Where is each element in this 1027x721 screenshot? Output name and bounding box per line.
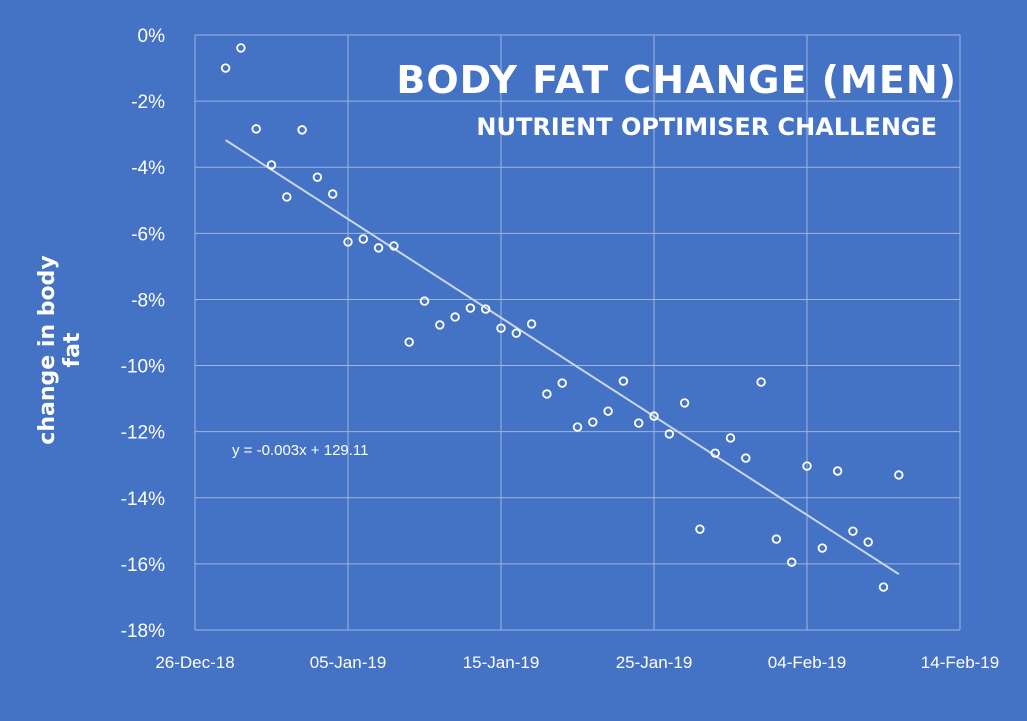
data-point — [557, 378, 567, 388]
x-tick-label: 05-Jan-19 — [310, 653, 387, 672]
data-point — [435, 320, 445, 330]
data-point — [649, 411, 659, 421]
data-point — [511, 328, 521, 338]
data-point — [618, 376, 629, 386]
data-point — [863, 537, 873, 547]
data-point — [710, 448, 720, 458]
data-point — [251, 124, 261, 134]
x-tick-label: 14-Feb-19 — [921, 653, 999, 672]
data-point — [404, 337, 414, 347]
data-point — [282, 192, 292, 202]
trendline-equation: y = -0.003x + 129.11 — [232, 442, 369, 459]
data-point — [343, 237, 353, 247]
x-tick-label: 04-Feb-19 — [768, 653, 846, 672]
data-point — [848, 526, 858, 536]
data-point — [787, 557, 797, 567]
data-point — [756, 377, 766, 387]
data-point — [419, 296, 430, 306]
data-point — [389, 241, 399, 251]
data-point — [695, 524, 705, 534]
x-tick-label: 25-Jan-19 — [616, 653, 693, 672]
data-point — [771, 534, 782, 544]
data-point — [634, 418, 644, 428]
y-tick-label: -4% — [131, 158, 165, 179]
y-axis-label: change in body fat — [35, 255, 85, 445]
data-point — [817, 543, 827, 553]
data-point — [481, 304, 491, 314]
data-point — [450, 312, 460, 322]
y-tick-label: -2% — [131, 92, 165, 113]
data-point — [236, 43, 246, 53]
data-point — [603, 406, 613, 416]
y-tick-label: -14% — [121, 489, 165, 510]
data-point — [832, 466, 843, 476]
data-point — [297, 125, 307, 135]
data-point — [894, 470, 904, 480]
data-point — [725, 433, 736, 443]
data-point — [220, 63, 231, 73]
data-point — [664, 429, 674, 439]
x-tick-label: 26-Dec-18 — [155, 653, 234, 672]
y-tick-label: -12% — [121, 423, 165, 444]
data-point — [358, 234, 368, 244]
data-point — [266, 160, 277, 170]
data-point — [373, 243, 384, 253]
data-point — [526, 319, 537, 329]
data-point — [588, 417, 598, 427]
data-point — [496, 323, 506, 333]
data-point — [741, 453, 751, 463]
trendline — [225, 139, 900, 575]
y-tick-label: -10% — [121, 357, 165, 378]
y-tick-label: -16% — [121, 555, 165, 576]
y-tick-label: 0% — [138, 26, 166, 47]
y-tick-label: -6% — [131, 224, 165, 245]
data-point — [572, 422, 583, 432]
data-point — [542, 389, 552, 399]
data-point — [465, 303, 476, 313]
y-tick-label: -8% — [131, 290, 165, 311]
chart-subtitle: NUTRIENT OPTIMISER CHALLENGE — [476, 113, 937, 141]
y-tick-label: -18% — [121, 621, 165, 642]
data-point — [878, 582, 889, 592]
data-point — [679, 398, 690, 408]
data-point — [802, 461, 812, 471]
data-point — [328, 189, 338, 199]
x-tick-label: 15-Jan-19 — [463, 653, 540, 672]
chart-title: BODY FAT CHANGE (MEN) — [396, 58, 957, 102]
data-point — [312, 172, 323, 182]
